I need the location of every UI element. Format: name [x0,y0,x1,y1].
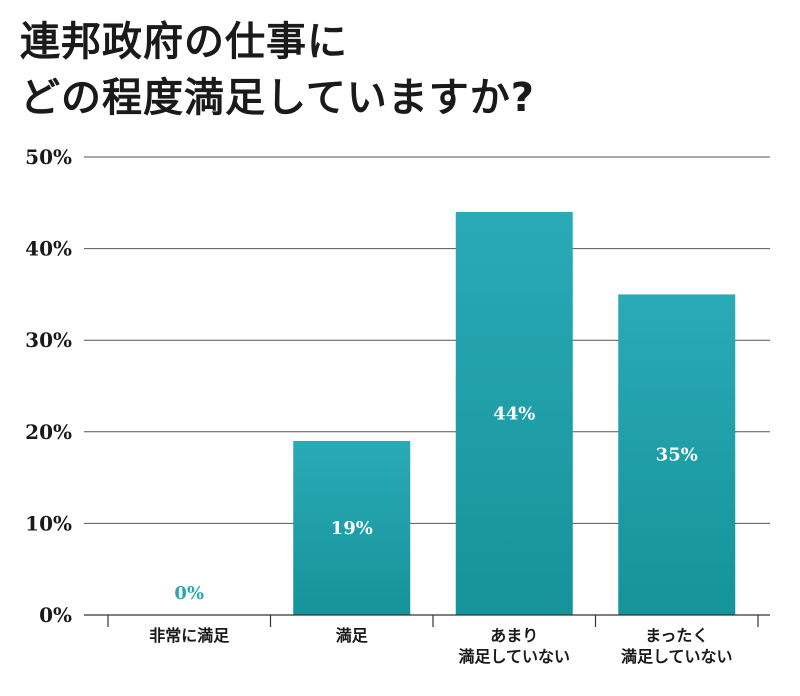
y-tick-label: 40% [25,237,72,261]
chart-title-line-1: 連邦政府の仕事に [20,19,348,65]
bar [293,440,411,615]
x-category-label: あまり [490,626,538,645]
y-axis-ticks: 0% 10% 20% 30% 40% 50% [25,145,72,627]
x-category-label: 非常に満足 [149,626,230,645]
bar [618,294,736,615]
y-tick-label: 10% [25,511,72,535]
x-category-label: 満足していない [458,647,570,666]
y-tick-label: 30% [25,328,72,352]
data-label: 19% [331,518,373,539]
y-tick-label: 0% [39,603,72,627]
x-category-label: まったく [645,626,708,645]
chart-title: 連邦政府の仕事に どの程度満足していますか? [20,14,780,126]
data-labels: 0% 19% 44% 35% [174,403,697,604]
data-label: 44% [493,403,535,424]
bars [293,211,736,615]
x-category-label: 満足していない [621,647,733,666]
y-tick-label: 50% [25,145,72,169]
bar [455,211,573,615]
chart-title-line-2: どの程度満足していますか? [20,75,536,121]
x-category-label: 満足 [336,626,369,645]
y-tick-label: 20% [25,420,72,444]
data-label: 35% [656,445,698,466]
data-label: 0% [174,583,204,604]
